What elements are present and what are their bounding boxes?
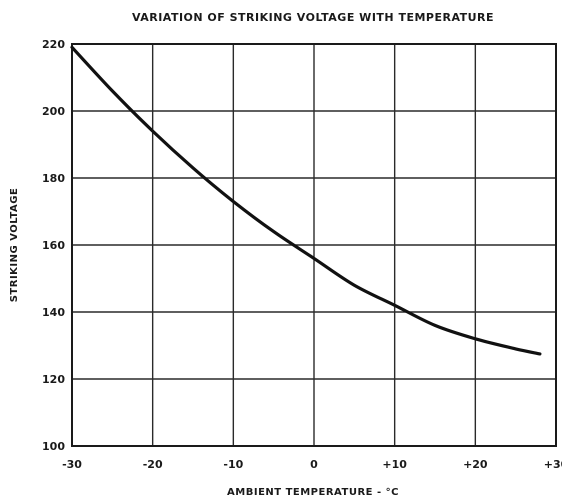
x-tick-label: +20 bbox=[463, 458, 488, 471]
x-tick-label: 0 bbox=[310, 458, 318, 471]
x-axis-label: AMBIENT TEMPERATURE - °C bbox=[227, 487, 399, 498]
x-tick-label: +10 bbox=[382, 458, 407, 471]
striking-voltage-curve bbox=[70, 45, 542, 356]
chart-title: VARIATION OF STRIKING VOLTAGE WITH TEMPE… bbox=[132, 11, 494, 24]
x-tick-label: +30 bbox=[544, 458, 562, 471]
y-tick-label: 220 bbox=[42, 38, 65, 51]
y-tick-label: 120 bbox=[42, 373, 65, 386]
plot-frame bbox=[71, 43, 557, 447]
x-tick-label: -30 bbox=[62, 458, 82, 471]
x-tick-label: -20 bbox=[143, 458, 163, 471]
y-tick-labels: 100 120 140 160 180 200 220 bbox=[42, 38, 65, 453]
y-tick-label: 180 bbox=[42, 172, 65, 185]
y-tick-label: 160 bbox=[42, 239, 65, 252]
x-tick-labels: -30 -20 -10 0 +10 +20 +30 bbox=[62, 458, 562, 471]
y-tick-label: 200 bbox=[42, 105, 65, 118]
y-tick-label: 140 bbox=[42, 306, 65, 319]
grid bbox=[71, 43, 557, 447]
y-axis-label: STRIKING VOLTAGE bbox=[9, 188, 20, 303]
y-tick-label: 100 bbox=[42, 440, 65, 453]
x-tick-label: -10 bbox=[223, 458, 243, 471]
